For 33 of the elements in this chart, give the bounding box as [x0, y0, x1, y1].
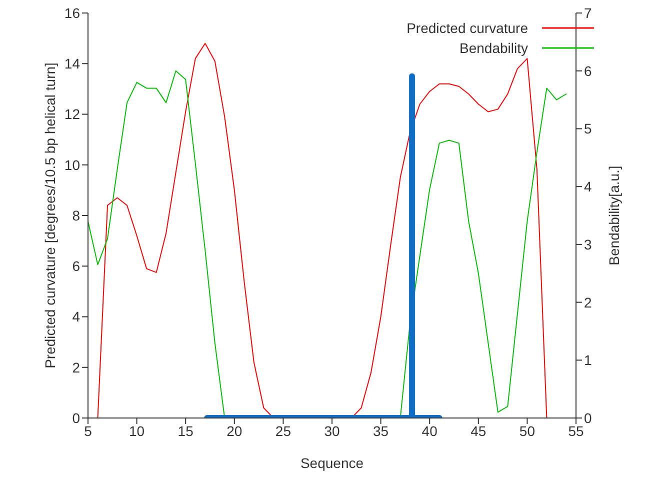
- y2-tick-label: 0: [584, 410, 592, 426]
- y-tick-label: 0: [72, 410, 80, 426]
- y2-tick-label: 3: [584, 236, 592, 252]
- y2-tick-label: 4: [584, 178, 592, 195]
- y2-tick-label: 5: [584, 120, 592, 137]
- x-axis-title: Sequence: [300, 455, 364, 471]
- y-tick-label: 8: [72, 207, 80, 224]
- x-tick-label: 40: [422, 422, 438, 439]
- x-tick-label: 10: [129, 422, 145, 439]
- x-tick-label: 5: [84, 422, 92, 439]
- legend-label: Predicted curvature: [406, 19, 528, 38]
- x-tick-label: 15: [178, 422, 194, 439]
- y2-tick-label: 1: [584, 352, 592, 368]
- y2-tick-label: 6: [584, 62, 592, 79]
- x-tick-label: 45: [470, 422, 486, 439]
- x-tick-label: 25: [275, 422, 292, 439]
- y-tick-label: 14: [64, 56, 80, 72]
- y-tick-label: 6: [72, 258, 80, 274]
- y-tick-label: 10: [64, 156, 80, 173]
- x-tick-label: 30: [324, 422, 340, 439]
- x-tick-label: 50: [519, 422, 536, 439]
- y2-tick-label: 2: [584, 294, 592, 310]
- legend-label: Bendability: [460, 39, 528, 58]
- y-tick-label: 16: [64, 4, 80, 21]
- x-tick-label: 35: [373, 422, 389, 439]
- y-axis-title: Predicted curvature [degrees/10.5 bp helical turn]: [42, 62, 58, 368]
- y2-axis-title: Bendability[a.u.]: [606, 166, 622, 266]
- y-tick-label: 12: [64, 106, 80, 122]
- y-tick-label: 4: [72, 308, 80, 325]
- y-tick-label: 2: [72, 359, 80, 376]
- x-tick-label: 55: [568, 422, 584, 439]
- y2-tick-label: 7: [584, 4, 592, 21]
- x-tick-label: 20: [226, 422, 242, 439]
